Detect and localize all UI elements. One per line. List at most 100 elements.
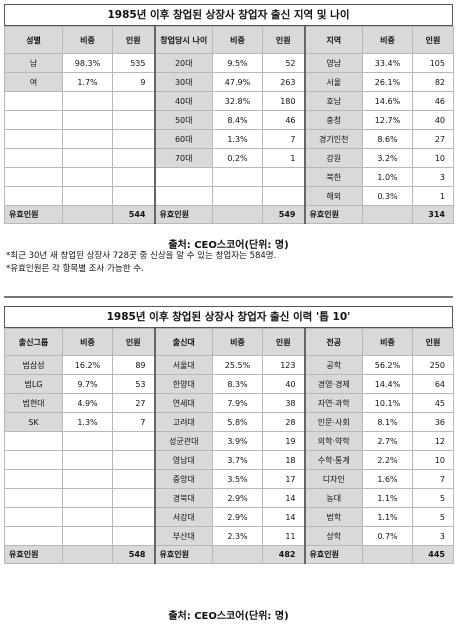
table1-empty-cell: [62, 167, 113, 187]
table2-share-cell: 56.2%: [362, 355, 413, 375]
table1-empty-cell: [4, 167, 63, 187]
table2-title: 1985년 이후 창업된 상장사 창업자 출신 이력 '톱 10': [4, 306, 453, 328]
table1-count-cell: 105: [412, 53, 454, 73]
table2-total-blank: [212, 545, 263, 564]
table2-count-cell: 123: [262, 355, 305, 375]
table1-notes: *최근 30년 새 창업된 상장사 728곳 중 신상을 알 수 있는 창업자는…: [6, 250, 276, 276]
table1-total-value: 544: [112, 205, 155, 224]
table1-count-cell: 52: [262, 53, 305, 73]
table1-count-cell: 46: [262, 110, 305, 130]
table2-empty-cell: [4, 526, 63, 546]
table1-share-cell: 0.3%: [362, 186, 413, 206]
table1-label-cell: 충청: [303, 110, 363, 130]
table1-label-cell: 서울: [303, 72, 363, 92]
table2-label-cell: 서강대: [153, 507, 213, 527]
table2-count-cell: 14: [262, 488, 305, 508]
table1-count-cell: 82: [412, 72, 454, 92]
table1: 성별 비중 인원 창업당시 나이 비중 인원 지역 비중 인원 남 98.3% 535 20대 9.5% 5…: [4, 26, 454, 224]
table1-total-blank: [212, 205, 263, 224]
table1-share-cell: 1.3%: [212, 129, 263, 149]
table2-header-cell: 전공: [303, 328, 363, 356]
table1-total-blank: [362, 205, 413, 224]
table1-empty-cell: [4, 110, 63, 130]
table2-share-cell: 1.6%: [362, 469, 413, 489]
table1-count-cell: 46: [412, 91, 454, 111]
section-divider: [4, 296, 453, 298]
table-row: 범LG 9.7% 53 한양대 8.3% 40 경영·경제 14.4% 64: [4, 374, 454, 394]
table2-count-cell: 38: [262, 393, 305, 413]
table2-label-cell: 범현대: [4, 393, 63, 413]
table1-label-cell: 남: [4, 53, 63, 73]
table2-share-cell: 8.1%: [362, 412, 413, 432]
table2-label-cell: SK: [4, 412, 63, 432]
table-row: 범삼성 16.2% 89 서울대 25.5% 123 공학 56.2% 250: [4, 355, 454, 375]
table2-header-row: 출신그룹 비중 인원 출신대 비중 인원 전공 비중 인원: [4, 328, 454, 356]
table2-label-cell: 고려대: [153, 412, 213, 432]
table2-label-cell: 경영·경제: [303, 374, 363, 394]
table2-block: 1985년 이후 창업된 상장사 창업자 출신 이력 '톱 10' 출신그룹 비중…: [4, 306, 454, 564]
table-row: 남 98.3% 535 20대 9.5% 52 영남 33.4% 105: [4, 53, 454, 73]
table1-label-cell: 북한: [303, 167, 363, 187]
table-row: 서강대 2.9% 14 법학 1.1% 5: [4, 507, 454, 527]
table-row: 여 1.7% 9 30대 47.9% 263 서울 26.1% 82: [4, 72, 454, 92]
table1-count-cell: 7: [262, 129, 305, 149]
table2-share-cell: 7.9%: [212, 393, 263, 413]
table2-count-cell: 27: [112, 393, 155, 413]
table1-note-1: *최근 30년 새 창업된 상장사 728곳 중 신상을 알 수 있는 창업자는…: [6, 251, 277, 261]
table2-empty-cell: [4, 450, 63, 470]
table1-label-cell: 강원: [303, 148, 363, 168]
table2-share-cell: 1.3%: [62, 412, 113, 432]
table2-total-label: 유효인원: [153, 545, 213, 564]
table2-share-cell: 1.1%: [362, 507, 413, 527]
table2-count-cell: 7: [112, 412, 155, 432]
table1-count-cell: 1: [262, 148, 305, 168]
table1-empty-cell: [4, 186, 63, 206]
table1-count-cell: 535: [112, 53, 155, 73]
table2: 출신그룹 비중 인원 출신대 비중 인원 전공 비중 인원 범삼성 16.2% 89 서울대 25.5% 1…: [4, 328, 454, 564]
table2-header-cell: 출신그룹: [4, 328, 63, 356]
table2-share-cell: 9.7%: [62, 374, 113, 394]
table1-empty-cell: [62, 148, 113, 168]
table2-empty-cell: [62, 526, 113, 546]
table1-share-cell: 3.2%: [362, 148, 413, 168]
table2-count-cell: 53: [112, 374, 155, 394]
table2-empty-cell: [62, 431, 113, 451]
table1-total-label: 유효인원: [153, 205, 213, 224]
table2-label-cell: 공학: [303, 355, 363, 375]
table2-header-cell: 비중: [362, 328, 413, 356]
table1-empty-cell: [153, 186, 213, 206]
table-row: SK 1.3% 7 고려대 5.8% 28 인문·사회 8.1% 36: [4, 412, 454, 432]
table1-empty-cell: [112, 110, 155, 130]
table2-empty-cell: [62, 469, 113, 489]
table2-empty-cell: [112, 431, 155, 451]
table2-empty-cell: [4, 488, 63, 508]
table2-label-cell: 부산대: [153, 526, 213, 546]
table-row: 70대 0.2% 1 강원 3.2% 10: [4, 148, 454, 168]
table2-count-cell: 12: [412, 431, 454, 451]
table1-label-cell: 50대: [153, 110, 213, 130]
table1-empty-cell: [112, 148, 155, 168]
table1-label-cell: 70대: [153, 148, 213, 168]
table-row: 경북대 2.9% 14 농대 1.1% 5: [4, 488, 454, 508]
table2-count-cell: 89: [112, 355, 155, 375]
table1-empty-cell: [112, 129, 155, 149]
table2-header-cell: 출신대: [153, 328, 213, 356]
table2-label-cell: 연세대: [153, 393, 213, 413]
table1-header-cell: 비중: [362, 26, 413, 54]
table2-count-cell: 250: [412, 355, 454, 375]
table1-empty-cell: [4, 91, 63, 111]
table1-label-cell: 영남: [303, 53, 363, 73]
table1-total-blank: [62, 205, 113, 224]
table2-share-cell: 2.7%: [362, 431, 413, 451]
table1-total-label: 유효인원: [4, 205, 63, 224]
table1-note-2: *유효인원은 각 항목별 조사 가능한 수.: [6, 264, 144, 274]
table2-share-cell: 2.2%: [362, 450, 413, 470]
table2-count-cell: 64: [412, 374, 454, 394]
table2-label-cell: 영남대: [153, 450, 213, 470]
table1-empty-cell: [212, 167, 263, 187]
table2-empty-cell: [4, 507, 63, 527]
table1-empty-cell: [112, 91, 155, 111]
table2-empty-cell: [4, 431, 63, 451]
table1-share-cell: 26.1%: [362, 72, 413, 92]
table2-empty-cell: [62, 488, 113, 508]
